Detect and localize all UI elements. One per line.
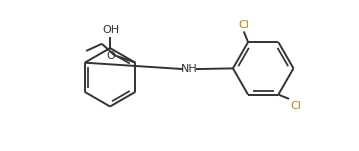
Text: O: O [106, 51, 115, 61]
Text: Cl: Cl [291, 101, 302, 111]
Text: NH: NH [181, 64, 198, 74]
Text: OH: OH [102, 25, 119, 35]
Text: Cl: Cl [238, 20, 249, 30]
